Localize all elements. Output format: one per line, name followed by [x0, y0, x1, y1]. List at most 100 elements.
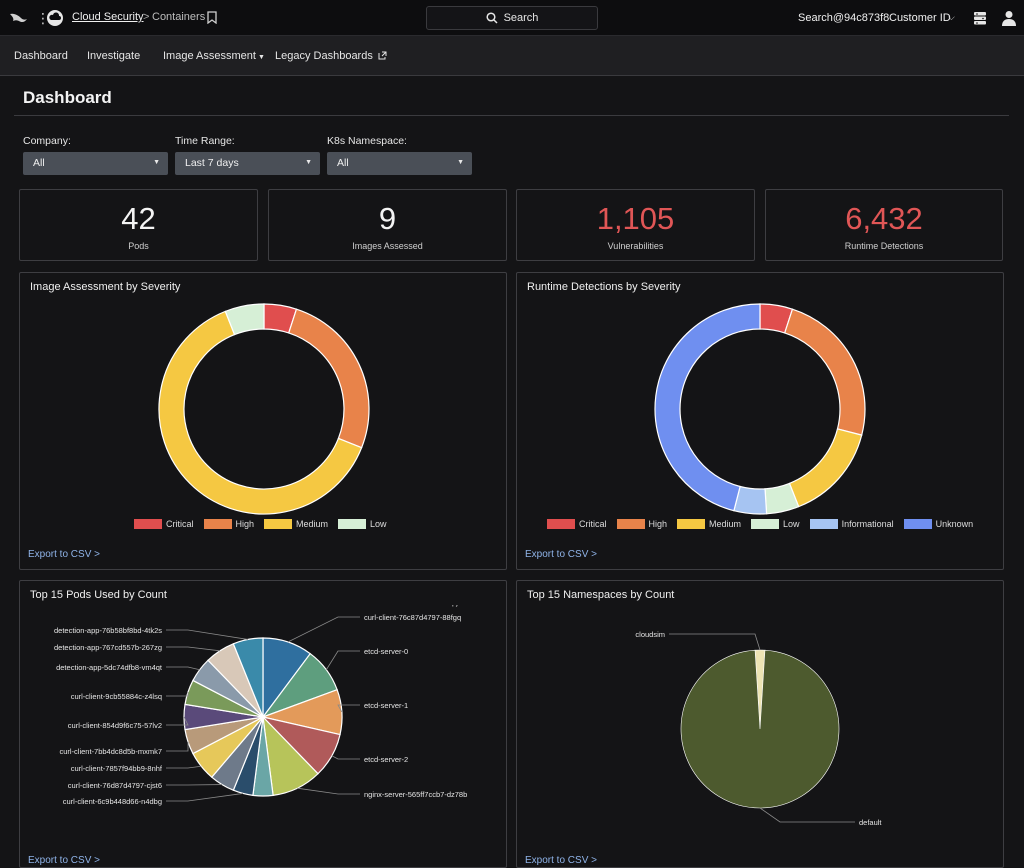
- callout-line: [337, 704, 360, 713]
- k8s-namespace-select-value: All: [337, 157, 349, 169]
- stat-label: Pods: [128, 241, 149, 251]
- legend-item-medium[interactable]: Medium: [677, 519, 741, 529]
- callout-label-etcd-server-0: etcd-server-0: [364, 647, 408, 656]
- user-account-label[interactable]: Search@94c873f8: [798, 12, 890, 24]
- panel-title: Image Assessment by Severity: [30, 281, 181, 293]
- legend-item-informational[interactable]: Informational: [809, 519, 894, 529]
- callout-label-curl-client-854d9f6c75-57lv2: curl-client-854d9f6c75-57lv2: [68, 721, 162, 730]
- breadcrumb-cloud-security[interactable]: Cloud Security: [72, 11, 144, 23]
- callout-label-detection-app-5dc74dfb8-vm4qt: detection-app-5dc74dfb8-vm4qt: [56, 663, 163, 672]
- stat-value: 9: [378, 201, 397, 236]
- nav-image-assessment[interactable]: Image Assessment ▼: [163, 50, 265, 62]
- bookmark-icon[interactable]: [207, 11, 217, 24]
- breadcrumb-containers: Containers: [152, 11, 206, 23]
- falcon-logo-icon[interactable]: [8, 8, 28, 28]
- stack-icon[interactable]: [972, 10, 988, 26]
- legend-label: Medium: [296, 519, 329, 529]
- menu-kebab-icon[interactable]: ⋮: [36, 10, 50, 26]
- callout-label-curl-client-7bb4dc8d5b-mxmk7: curl-client-7bb4dc8d5b-mxmk7: [59, 747, 162, 756]
- top-namespaces-panel: Top 15 Namespaces by Count cloudsim defau…: [516, 580, 1004, 868]
- breadcrumb-separator: >: [143, 11, 150, 23]
- callout-line: [287, 616, 360, 643]
- legend-swatch: [677, 519, 706, 529]
- legend-swatch: [547, 519, 575, 529]
- slice-medium[interactable]: [158, 310, 363, 515]
- export-csv-link[interactable]: Export to CSV >: [525, 549, 597, 560]
- callout-line: [166, 666, 200, 671]
- callout-label-curl-client-5886456bcb-2wpj8: curl-client-5886456bcb-2wpj8: [364, 605, 462, 607]
- legend-item-high[interactable]: High: [203, 519, 254, 529]
- company-filter-label: Company:: [23, 135, 71, 147]
- legend-label: Low: [370, 519, 387, 529]
- stat-card-pods[interactable]: 42 Pods: [19, 189, 258, 261]
- cloud-security-icon: [47, 10, 63, 26]
- time-range-filter-label: Time Range:: [175, 135, 235, 147]
- callout-line: [166, 716, 189, 726]
- user-profile-icon[interactable]: [1000, 9, 1018, 27]
- stat-card-images-assessed[interactable]: 9 Images Assessed: [268, 189, 507, 261]
- callout-line: [759, 807, 855, 823]
- callout-label-curl-client-76c87d4797-88fgq: curl-client-76c87d4797-88fgq: [364, 613, 461, 622]
- top-pods-panel: Top 15 Pods Used by Count curl-client-76…: [19, 580, 507, 868]
- callout-label-curl-client-76d87d4797-cjst6: curl-client-76d87d4797-cjst6: [68, 781, 162, 790]
- top-bar: ⋮ Cloud Security > Containers Search Sea…: [0, 0, 1024, 36]
- callout-label-etcd-server-2: etcd-server-2: [364, 755, 408, 764]
- company-select-value: All: [33, 157, 45, 169]
- stat-value: 1,105: [596, 201, 675, 236]
- k8s-namespace-select[interactable]: All ▼: [327, 152, 472, 175]
- nav-dashboard[interactable]: Dashboard: [14, 50, 68, 62]
- legend-label: High: [648, 519, 668, 529]
- stat-card-runtime-detections[interactable]: 6,432 Runtime Detections: [765, 189, 1003, 261]
- legend-swatch: [264, 519, 293, 529]
- customer-id-dropdown[interactable]: Customer ID: [889, 12, 951, 24]
- nav-investigate[interactable]: Investigate: [87, 50, 141, 62]
- legend-swatch: [903, 519, 932, 529]
- legend-swatch: [134, 519, 162, 529]
- stat-value: 42: [121, 201, 156, 236]
- callout-line: [166, 692, 189, 697]
- callout-line: [166, 793, 244, 802]
- callout-line: [325, 650, 360, 670]
- stat-card-vulnerabilities[interactable]: 1,105 Vulnerabilities: [516, 189, 755, 261]
- legend-item-low[interactable]: Low: [751, 519, 800, 529]
- slice-unknown[interactable]: [654, 303, 761, 512]
- runtime-severity-panel: Runtime Detections by Severity Critical H…: [516, 272, 1004, 570]
- caret-down-icon: ▼: [153, 159, 160, 166]
- slice-high[interactable]: [287, 308, 370, 449]
- slice-low[interactable]: [224, 303, 265, 336]
- callout-label-curl-client-6c9b448d66-n4dbg: curl-client-6c9b448d66-n4dbg: [63, 797, 162, 806]
- panel-title: Top 15 Pods Used by Count: [30, 589, 167, 601]
- legend-label: Low: [783, 519, 800, 529]
- legend-item-high[interactable]: High: [616, 519, 668, 529]
- time-range-select[interactable]: Last 7 days ▼: [175, 152, 320, 175]
- page-title: Dashboard: [23, 88, 112, 107]
- image-severity-panel: Image Assessment by Severity Critical Hig…: [19, 272, 507, 570]
- chart-legend: Critical High Medium Low: [134, 519, 387, 529]
- callout-label-curl-client-7857f94bb9-8nhf: curl-client-7857f94bb9-8nhf: [71, 764, 163, 773]
- legend-label: Unknown: [935, 519, 974, 529]
- legend-item-critical[interactable]: Critical: [547, 519, 607, 529]
- slice-high[interactable]: [783, 308, 866, 436]
- chart-legend: Critical High Medium Low Informational Unknow…: [547, 519, 973, 529]
- legend-label: Critical: [166, 519, 194, 529]
- title-divider: [14, 115, 1009, 116]
- export-csv-link[interactable]: Export to CSV >: [28, 549, 100, 560]
- export-csv-link[interactable]: Export to CSV >: [525, 855, 597, 866]
- legend-item-low[interactable]: Low: [338, 519, 387, 529]
- slice-detection-app-76b58bf8bd-4tk2s[interactable]: [232, 637, 264, 718]
- legend-swatch: [616, 519, 645, 529]
- k8s-namespace-filter-label: K8s Namespace:: [327, 135, 407, 147]
- legend-item-unknown[interactable]: Unknown: [903, 519, 974, 529]
- callout-line: [166, 629, 248, 640]
- stat-value: 6,432: [845, 201, 923, 236]
- global-search-button[interactable]: Search: [426, 6, 598, 30]
- nav-legacy-dashboards[interactable]: Legacy Dashboards: [275, 50, 387, 62]
- legend-item-medium[interactable]: Medium: [264, 519, 328, 529]
- legend-item-critical[interactable]: Critical: [134, 519, 194, 529]
- legend-label: Critical: [579, 519, 607, 529]
- top-namespaces-pie-chart: cloudsim default: [635, 630, 882, 827]
- company-select[interactable]: All ▼: [23, 152, 168, 175]
- export-csv-link[interactable]: Export to CSV >: [28, 855, 100, 866]
- chevron-down-icon[interactable]: ⌵: [948, 12, 955, 22]
- slice-medium[interactable]: [788, 428, 863, 508]
